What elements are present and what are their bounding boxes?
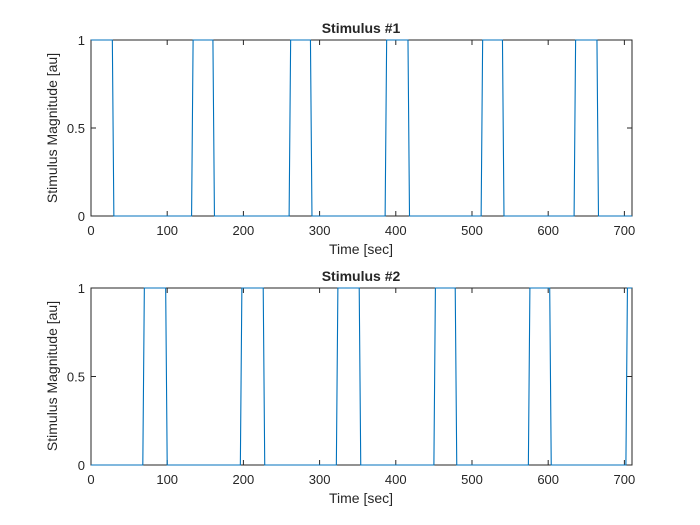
x-axis-ticks: 0 100 200 300 400 500 600 700 — [87, 288, 635, 487]
x-tick-label: 100 — [156, 472, 178, 487]
y-tick-label: 1 — [78, 33, 85, 48]
x-tick-label: 200 — [233, 223, 255, 238]
y-tick-label: 0 — [78, 209, 85, 224]
x-tick-label: 400 — [385, 472, 407, 487]
x-tick-label: 500 — [461, 223, 483, 238]
subplot-stimulus-2: Stimulus #2 0 100 200 300 400 500 600 700 0 0.5 1… — [44, 268, 635, 506]
x-tick-label: 300 — [309, 223, 331, 238]
y-tick-label: 1 — [78, 281, 85, 296]
y-tick-label: 0.5 — [67, 121, 85, 136]
x-tick-label: 400 — [385, 223, 407, 238]
subplot-stimulus-1: Stimulus #1 0 100 200 300 400 500 600 700 0 0.5 1… — [44, 20, 635, 257]
x-tick-label: 300 — [309, 472, 331, 487]
plot-area — [90, 39, 633, 217]
x-axis-label: Time [sec] — [329, 241, 393, 257]
y-tick-label: 0 — [78, 458, 85, 473]
x-tick-label: 200 — [233, 472, 255, 487]
y-tick-label: 0.5 — [67, 370, 85, 385]
chart-title: Stimulus #1 — [322, 20, 401, 36]
x-tick-label: 100 — [156, 223, 178, 238]
x-axis-label: Time [sec] — [329, 490, 393, 506]
x-tick-label: 0 — [87, 472, 94, 487]
chart-title: Stimulus #2 — [322, 268, 401, 284]
y-axis-label: Stimulus Magnitude [au] — [44, 301, 60, 451]
x-tick-label: 700 — [614, 472, 636, 487]
x-tick-label: 600 — [537, 223, 559, 238]
plot-area — [90, 287, 633, 466]
x-tick-label: 700 — [614, 223, 636, 238]
series-line — [91, 39, 632, 217]
series-line — [91, 287, 632, 466]
x-tick-label: 600 — [537, 472, 559, 487]
x-tick-label: 500 — [461, 472, 483, 487]
y-axis-label: Stimulus Magnitude [au] — [44, 53, 60, 203]
x-tick-label: 0 — [87, 223, 94, 238]
x-axis-ticks: 0 100 200 300 400 500 600 700 — [87, 40, 635, 238]
